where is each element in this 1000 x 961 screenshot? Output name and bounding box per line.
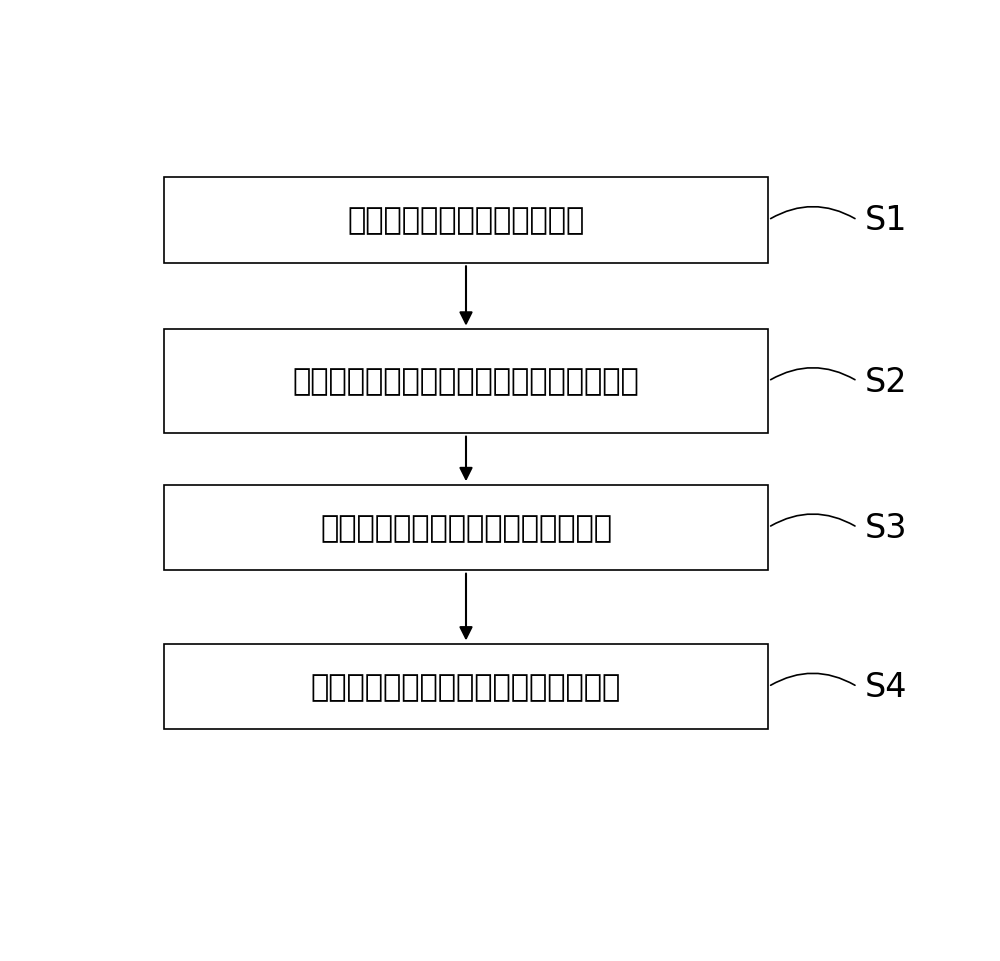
Text: 建立柔性机械臂的动力学方程: 建立柔性机械臂的动力学方程 bbox=[347, 207, 585, 235]
Text: 通过误差修正策略消除关节的稳态误差: 通过误差修正策略消除关节的稳态误差 bbox=[311, 673, 621, 702]
Text: 通过波形控制方法来抑制柔性机械臂的振动: 通过波形控制方法来抑制柔性机械臂的振动 bbox=[293, 367, 639, 396]
Bar bbox=[164, 645, 768, 729]
Bar bbox=[164, 485, 768, 571]
Text: S2: S2 bbox=[865, 365, 908, 398]
Bar bbox=[164, 178, 768, 263]
Text: S1: S1 bbox=[865, 205, 908, 237]
Bar bbox=[164, 330, 768, 433]
Text: 将返回波的计算转化为关节力矩计算: 将返回波的计算转化为关节力矩计算 bbox=[320, 513, 612, 542]
Text: S3: S3 bbox=[865, 511, 908, 544]
Text: S4: S4 bbox=[865, 671, 908, 703]
